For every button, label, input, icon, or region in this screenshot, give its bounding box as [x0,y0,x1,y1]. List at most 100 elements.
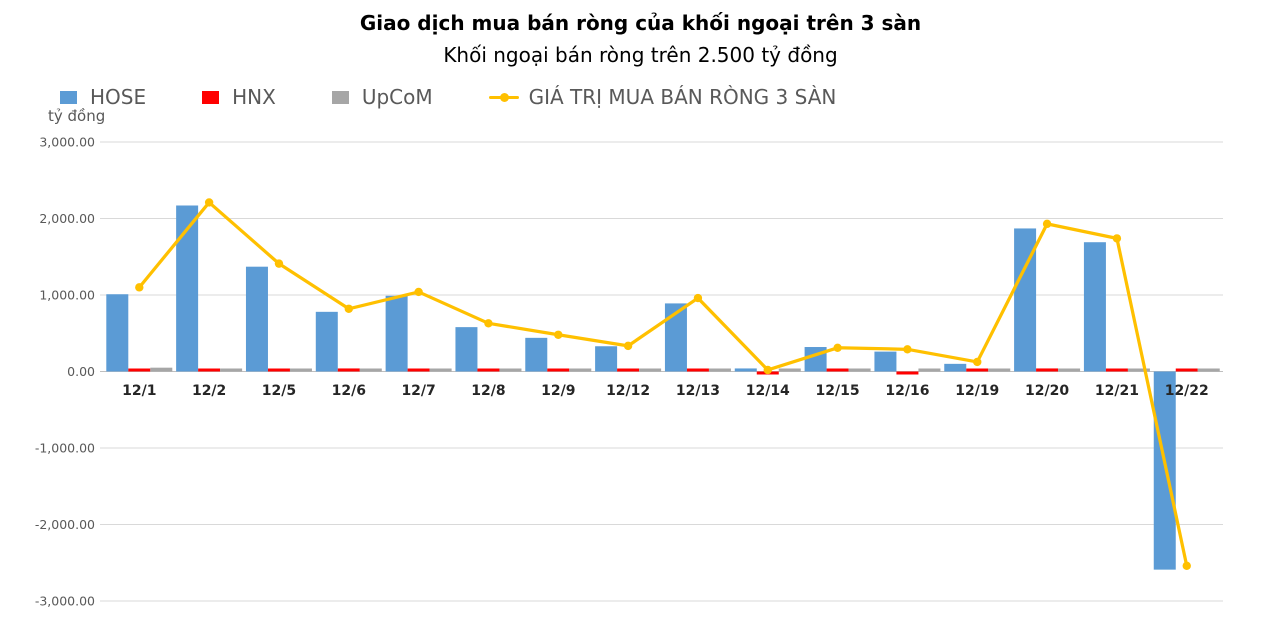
x-tick-label: 12/13 [676,383,720,399]
bar-hose-12/5 [245,266,268,372]
bar-upcom-12/1 [150,367,173,372]
x-tick-label: 12/22 [1165,383,1209,399]
bar-upcom-12/22 [1197,368,1220,372]
x-tick-label: 12/19 [955,383,999,399]
x-tick-label: 12/20 [1025,383,1069,399]
total-line-point-12/6 [344,304,353,313]
bar-upcom-12/16 [918,368,941,372]
upcom-swatch-icon [331,90,349,104]
bar-upcom-12/21 [1127,368,1150,372]
bar-hnx-12/15 [826,368,849,372]
x-tick-label: 12/21 [1095,383,1139,399]
page-subtitle: Khối ngoại bán ròng trên 2.500 tỷ đồng [443,43,838,67]
bar-hose-12/13 [664,303,687,372]
total-line-point-12/20 [1042,219,1052,229]
x-tick-label: 12/16 [885,383,929,399]
bar-hnx-12/8 [477,368,500,372]
x-tick-label: 12/15 [816,383,860,399]
legend-label-total-line: GIÁ TRỊ MUA BÁN RÒNG 3 SÀN [528,85,837,109]
bar-upcom-12/13 [708,368,731,372]
bar-upcom-12/8 [499,368,522,372]
bar-hnx-12/1 [128,368,151,372]
bar-hose-12/7 [385,295,408,372]
bar-hose-12/8 [455,327,478,372]
x-tick-label: 12/14 [746,383,790,399]
total-line-point-12/2 [204,198,214,207]
bar-hnx-12/5 [267,368,290,372]
bar-upcom-12/6 [359,368,382,372]
total-line-point-12/19 [973,357,982,367]
legend-item-hose: HOSE [60,85,146,109]
bar-hnx-12/22 [1175,368,1198,372]
legend-label-hose: HOSE [90,85,147,109]
bar-hnx-12/2 [198,368,221,372]
bar-hose-12/21 [1083,242,1106,372]
bar-hose-12/9 [525,337,548,372]
x-tick-label: 12/12 [606,383,650,399]
bar-upcom-12/15 [848,368,871,372]
total-line-point-12/16 [903,345,912,354]
x-tick-label: 12/6 [332,383,366,399]
y-tick-label: -2,000.00 [35,517,95,532]
total-line-point-12/9 [554,330,563,339]
bar-hose-12/6 [315,311,338,372]
total-line [137,200,1189,568]
bar-hose-12/1 [106,294,129,372]
bar-hnx-12/20 [1036,368,1059,372]
bar-hnx-12/16 [896,371,919,375]
y-tick-label: 0.00 [67,364,95,379]
bar-hose-12/19 [944,363,967,372]
y-tick-label: 1,000.00 [39,288,95,303]
bar-upcom-12/12 [639,368,662,372]
bar-hose-12/2 [176,205,199,372]
total-line-point-12/13 [693,293,703,303]
total-line-point-12/21 [1112,234,1122,243]
bar-hnx-12/9 [547,368,570,372]
legend-item-upcom: UpCoM [331,85,433,109]
bar-upcom-12/9 [569,368,592,372]
legend-label-upcom: UpCoM [361,85,433,109]
bar-hose-12/20 [1014,228,1037,372]
bar-hose-12/14 [734,368,757,372]
legend-label-hnx: HNX [232,85,276,109]
bar-hnx-12/13 [686,368,709,372]
y-tick-label: 3,000.00 [39,135,95,150]
page-title: Giao dịch mua bán ròng của khối ngoại tr… [359,11,922,35]
x-tick-label: 12/5 [262,383,296,399]
total-line-point-12/7 [414,287,423,297]
total-line-point-12/22 [1182,561,1191,571]
bar-hose-12/12 [595,346,618,372]
bar-upcom-12/14 [778,368,801,372]
total-line-marker-icon [488,91,519,104]
legend-item-hnx: HNX [202,85,276,109]
bar-hnx-12/21 [1105,368,1128,372]
hose-swatch-icon [60,90,77,104]
total-line-point-12/8 [484,319,493,328]
x-tick-label: 12/8 [471,383,505,399]
legend-item-total-line: GIÁ TRỊ MUA BÁN RÒNG 3 SÀN [488,85,837,109]
total-line-point-12/15 [833,343,842,352]
bar-hnx-12/6 [337,368,360,372]
y-axis-unit-label: tỷ đồng [48,107,106,125]
bar-hnx-12/7 [407,368,430,372]
total-line-point-12/5 [274,259,284,268]
chart-legend: HOSE HNX UpCoM GIÁ TRỊ MUA BÁN RÒNG 3 SÀ… [60,85,892,109]
y-tick-label: -1,000.00 [35,441,95,456]
total-line-point-12/14 [763,365,772,375]
total-line-point-12/12 [623,341,633,351]
x-tick-label: 12/2 [192,383,226,399]
x-tick-label: 12/1 [122,383,156,399]
bar-hose-12/16 [874,351,897,372]
y-tick-label: 2,000.00 [39,211,95,226]
x-tick-label: 12/9 [541,383,575,399]
bar-upcom-12/20 [1058,368,1081,372]
total-line-point-12/1 [135,283,144,292]
bar-hnx-12/12 [617,368,640,372]
bar-upcom-12/19 [988,368,1011,372]
hnx-swatch-icon [202,90,220,104]
y-tick-label: -3,000.00 [35,594,95,609]
bar-hnx-12/19 [966,368,989,372]
bar-upcom-12/5 [289,368,312,372]
bar-hose-12/22 [1153,371,1176,570]
